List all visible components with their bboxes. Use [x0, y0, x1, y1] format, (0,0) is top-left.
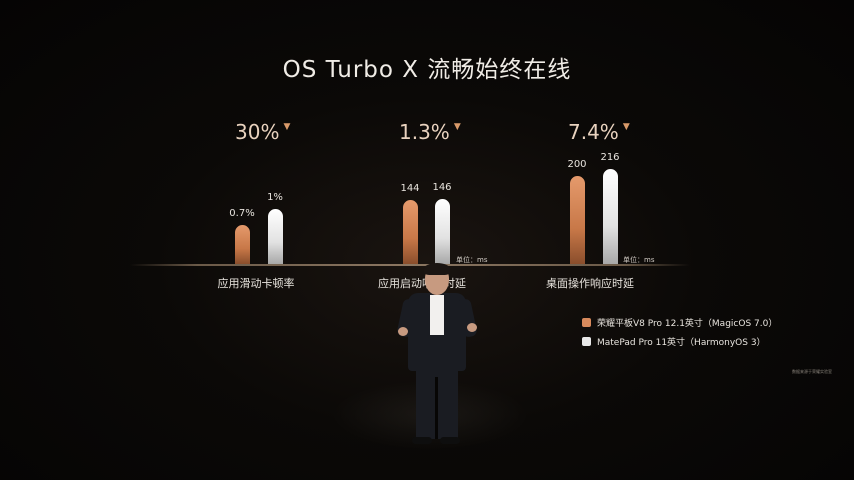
- value-label-g1-s2: 1%: [267, 192, 283, 203]
- bar-g2-s1: [403, 200, 418, 264]
- legend-item-series-1: 荣耀平板V8 Pro 12.1英寸（MagicOS 7.0）: [582, 316, 777, 329]
- unit-label-3: 单位：ms: [623, 256, 655, 264]
- legend-label: 荣耀平板V8 Pro 12.1英寸（MagicOS 7.0）: [597, 319, 778, 329]
- bar-g1-s1: [235, 225, 250, 264]
- footnote: 数据来源于荣耀实验室: [792, 369, 832, 374]
- improvement-1: 30% ▼: [235, 120, 291, 144]
- value-label-g3-s1: 200: [567, 159, 587, 170]
- improvement-2: 1.3% ▼: [399, 120, 461, 144]
- bar-g2-s2: [435, 199, 450, 264]
- legend-item-series-2: MatePad Pro 11英寸（HarmonyOS 3）: [582, 335, 766, 348]
- legend-swatch-orange: [582, 318, 591, 327]
- down-triangle-icon: ▼: [283, 122, 291, 132]
- down-triangle-icon: ▼: [453, 122, 461, 132]
- chart-baseline: [130, 264, 690, 266]
- value-label-g3-s2: 216: [600, 152, 620, 163]
- legend-swatch-white: [582, 337, 591, 346]
- unit-label-2: 单位：ms: [456, 256, 488, 264]
- bar-g3-s2: [603, 169, 618, 264]
- category-label-1: 应用滑动卡顿率: [217, 277, 295, 290]
- improvement-3: 7.4% ▼: [568, 120, 630, 144]
- value-label-g1-s1: 0.7%: [229, 208, 255, 219]
- category-label-3: 桌面操作响应时延: [546, 277, 634, 290]
- value-label-g2-s1: 144: [400, 183, 420, 194]
- down-triangle-icon: ▼: [622, 122, 630, 132]
- legend-label: MatePad Pro 11英寸（HarmonyOS 3）: [597, 338, 766, 348]
- bar-g3-s1: [570, 176, 585, 264]
- presenter: [388, 263, 488, 455]
- page-title: OS Turbo X 流畅始终在线: [282, 57, 572, 83]
- bar-g1-s2: [268, 209, 283, 264]
- value-label-g2-s2: 146: [432, 182, 452, 193]
